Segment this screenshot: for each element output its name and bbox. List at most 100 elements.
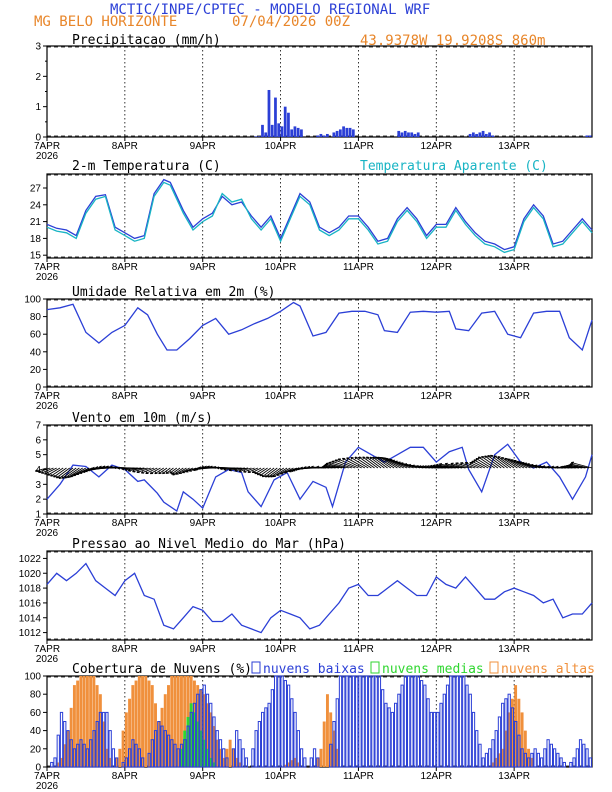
wind-vector (564, 465, 580, 469)
cloud-low-bar (121, 761, 125, 768)
y-tick-label: 1 (35, 510, 41, 521)
wind-vector-head (481, 455, 485, 459)
cloud-high-bar (510, 698, 514, 767)
wind-vector-head (475, 457, 479, 461)
cloud-low-bar (484, 752, 489, 768)
x-tick-label: 12APR (420, 518, 452, 529)
wind-vector (490, 454, 508, 469)
cloud-low-bar (170, 739, 174, 768)
wind-vector-head (121, 467, 125, 471)
wind-vector-head (35, 469, 39, 473)
cloud-low-bar (254, 730, 258, 768)
precip-bar (400, 132, 404, 137)
cloud-low-bar (205, 693, 210, 768)
cloud-high-bar (231, 748, 235, 767)
wind-vector-head (391, 459, 396, 463)
wind-vector-head (256, 472, 261, 476)
cloud-low-bar (371, 675, 375, 768)
wind-vector-head (296, 467, 300, 471)
wind-vector-head (518, 461, 522, 465)
wind-vector-head (523, 462, 527, 466)
cloud-low-bar (478, 743, 482, 768)
precip-bar (293, 126, 297, 137)
title-pressure: Pressao ao Nivel Medio do Mar (hPa) (72, 537, 346, 552)
cloud-low-bar (572, 757, 576, 768)
cloud-low-bar (316, 757, 320, 768)
wind-vector-head (389, 458, 393, 462)
precip-bar (588, 135, 592, 137)
wind-vector (493, 455, 512, 469)
precip-bar (338, 129, 342, 137)
cloud-low-bar (231, 748, 236, 768)
cloud-low-bar (426, 698, 430, 768)
cloud-high-bar (325, 694, 329, 767)
wind-vector (350, 457, 369, 469)
precip-bar (332, 132, 336, 137)
x-tick-label: 7APR (34, 262, 60, 273)
wind-vector (569, 463, 589, 469)
wind-vector-head (259, 473, 263, 477)
wind-vector (265, 467, 278, 478)
x-tick-label: 12APR (420, 644, 452, 655)
y-tick-label: 100 (24, 295, 41, 306)
cloud-high-bar (322, 721, 326, 767)
cloud-high-bar (222, 757, 226, 767)
cloud-low-bar (556, 752, 560, 768)
wind-vector-head (82, 470, 86, 474)
wind-vector (487, 455, 505, 469)
wind-vector-head (288, 469, 292, 473)
x-tick-label: 9APR (190, 644, 216, 655)
cloud-high-bar (205, 703, 209, 767)
cloud-low-bar (520, 748, 524, 768)
cloud-low-bar (397, 693, 401, 768)
cloud-low-bar (510, 707, 515, 768)
panel-frame (46, 550, 593, 641)
cloud-high-bar (523, 730, 527, 767)
x-tick-label: 13APR (498, 262, 530, 273)
wind-vector (325, 462, 346, 469)
cloud-low-bar (160, 725, 164, 768)
wind-vector-head (450, 462, 454, 466)
y-tick-label: 20 (30, 365, 42, 376)
cloud-high-bar (238, 762, 242, 767)
wind-vector-head (105, 465, 109, 469)
wind-vector-head (98, 465, 102, 469)
wind-vector-head (172, 472, 176, 476)
x-tick-label: 12APR (420, 771, 452, 782)
cloud-low-bar (286, 684, 291, 768)
cloud-low-bar (377, 675, 382, 768)
x-tick-label: 13APR (498, 518, 530, 529)
cloud-high-bar (494, 757, 498, 767)
wind-vector-head (460, 462, 464, 465)
wind-vector-head (145, 471, 149, 474)
x-tick-label: 10APR (265, 141, 297, 152)
cloud-low-bar (406, 675, 411, 768)
cloud-low-bar (277, 675, 281, 768)
y-tick-label: 1014 (19, 613, 42, 624)
cloud-high-bar (332, 730, 336, 767)
wind-vector (234, 467, 249, 472)
y-tick-label: 1012 (19, 628, 42, 639)
cloud-low-bar (261, 711, 265, 768)
wind-vector (175, 467, 187, 475)
precip-bar (287, 112, 290, 137)
wind-vector (366, 456, 382, 469)
cloud-low-bar (381, 689, 385, 768)
cloud-low-bar (179, 743, 184, 768)
cloud-low-bar (507, 693, 511, 768)
legend-apparent-temperature: Temperatura Aparente (C) (360, 159, 548, 174)
precip-bar (274, 97, 277, 137)
wind-vector-head (444, 462, 448, 466)
wind-vector-head (206, 465, 210, 469)
precip-bar (280, 126, 284, 137)
wind-vector-head (500, 456, 505, 460)
precip-bar (254, 136, 258, 137)
wind-vector-head (464, 462, 468, 465)
wind-vector (165, 467, 174, 474)
cloud-low-bar (267, 702, 271, 768)
cloud-low-bar (351, 675, 356, 768)
cloud-high-bar (218, 748, 222, 767)
wind-vector-head (394, 460, 398, 464)
legend-low-clouds: nuvens baixas (263, 662, 365, 677)
wind-vector (50, 467, 64, 477)
